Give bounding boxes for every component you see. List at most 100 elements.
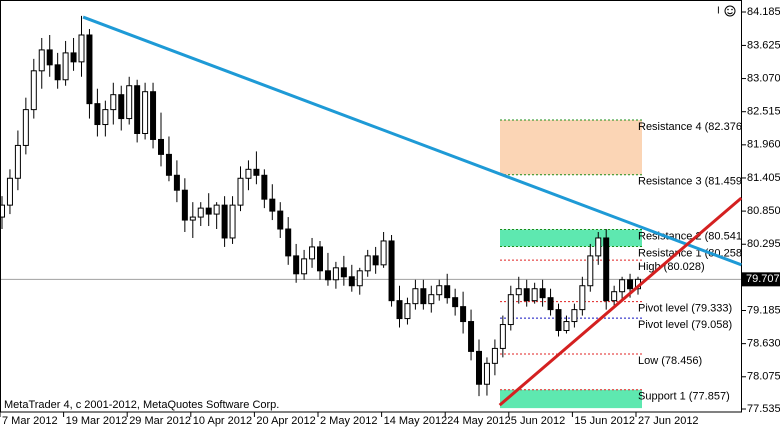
candle-body [46, 49, 53, 66]
candle-body [94, 103, 101, 126]
x-tick-label: 24 May 2012 [447, 415, 511, 427]
candle-body [78, 34, 85, 63]
candle-body [412, 288, 419, 305]
candle-body [150, 91, 157, 140]
candle-body [332, 267, 339, 281]
y-tick-label: 80.850 [747, 205, 780, 217]
candle-body [571, 309, 578, 323]
y-tick-label: 82.515 [747, 106, 780, 118]
candle-body [285, 228, 292, 257]
y-tick-label: 81.405 [747, 172, 780, 184]
level-label: Low (78.456) [638, 355, 702, 367]
y-tick-label: 79.185 [747, 304, 780, 316]
candle-body [507, 294, 514, 326]
candle-body [555, 309, 562, 332]
candle-body [165, 153, 172, 176]
candle-body [245, 168, 252, 179]
candle-body [110, 94, 117, 111]
candle-body [380, 240, 387, 266]
candle-body [158, 138, 164, 155]
candle-body [102, 109, 109, 126]
candle-body [293, 255, 300, 275]
candle-body [197, 207, 204, 218]
candle-body [70, 52, 77, 63]
zone [500, 120, 642, 175]
y-tick-label: 78.075 [747, 371, 780, 383]
y-tick-label: 77.535 [747, 403, 780, 415]
candle-body [619, 279, 626, 293]
candle-body [62, 52, 69, 81]
zone [500, 389, 642, 409]
candle-body [253, 168, 260, 176]
level-label: Resistance 3 (81.459) [638, 176, 746, 188]
y-tick-label: 81.960 [747, 139, 780, 151]
candle-body [181, 189, 188, 221]
candle-body [38, 49, 45, 72]
candle-body [476, 350, 482, 385]
candle-body [491, 347, 498, 364]
level-label: High (80.028) [638, 261, 705, 273]
level-label: Resistance 1 (80.258 [638, 247, 742, 259]
candle-body [428, 294, 435, 305]
candle-body [221, 204, 228, 239]
candle-body [595, 237, 602, 257]
candle-body [229, 204, 236, 239]
trendline [498, 196, 743, 407]
level-label: Pivot level (79.058) [638, 319, 732, 331]
x-tick-label: 10 Apr 2012 [193, 415, 252, 427]
y-tick-label: 80.295 [747, 238, 780, 250]
candle-body [317, 246, 323, 272]
x-tick-label: 27 Jun 2012 [638, 415, 699, 427]
candle-body [468, 321, 475, 352]
candle-body [547, 297, 554, 311]
candle-body [134, 85, 141, 134]
candle-body [460, 306, 467, 323]
candle-body [142, 91, 149, 134]
y-tick-label: 84.185 [747, 6, 780, 18]
plot-area: Resistance 4 (82.376 Resistance 3 (81.459… [0, 15, 746, 409]
candle-body [436, 285, 443, 296]
candle-body [499, 324, 506, 349]
candle-body [627, 279, 634, 290]
candle-body [444, 285, 451, 299]
candle-body [372, 255, 379, 266]
zone [500, 229, 642, 247]
candle-body [189, 216, 196, 221]
candle-body [277, 210, 284, 230]
x-tick-label: 5 Jun 2012 [511, 415, 565, 427]
x-tick-label: 2 May 2012 [320, 415, 377, 427]
candle-body [452, 297, 459, 308]
level-label: Pivot level (79.333) [638, 303, 732, 315]
candle-body [539, 288, 546, 299]
candle-body [309, 246, 316, 260]
candle-body [420, 288, 427, 305]
plot-border [0, 0, 742, 413]
svg-text:I: I [717, 6, 720, 17]
candle-body [14, 144, 21, 179]
candle-body [301, 258, 308, 275]
candle-body [364, 255, 371, 272]
candle-body [6, 177, 13, 206]
x-tick-label: 20 Apr 2012 [256, 415, 315, 427]
candle-body [348, 276, 355, 287]
trendline [82, 15, 742, 267]
candle-body [611, 291, 618, 302]
x-tick-label: 29 Mar 2012 [129, 415, 191, 427]
candle-body [396, 300, 403, 320]
level-label: Resistance 2 (80.541 [638, 230, 742, 242]
current-price-box [742, 272, 780, 287]
candle-body [531, 288, 538, 302]
smiley-icon: I [717, 5, 736, 17]
candle-body [261, 174, 268, 200]
x-tick-label: 15 Jun 2012 [574, 415, 635, 427]
current-price-label: 79.707 [746, 273, 780, 285]
level-label: Resistance 4 (82.376 [638, 121, 742, 133]
candle-body [587, 255, 594, 287]
candle-body [579, 285, 586, 311]
candle-body [523, 288, 530, 302]
candle-body [22, 109, 29, 146]
footer: MetaTrader 4, c 2001-2012, MetaQuotes So… [4, 399, 279, 411]
candle-body [54, 64, 61, 81]
